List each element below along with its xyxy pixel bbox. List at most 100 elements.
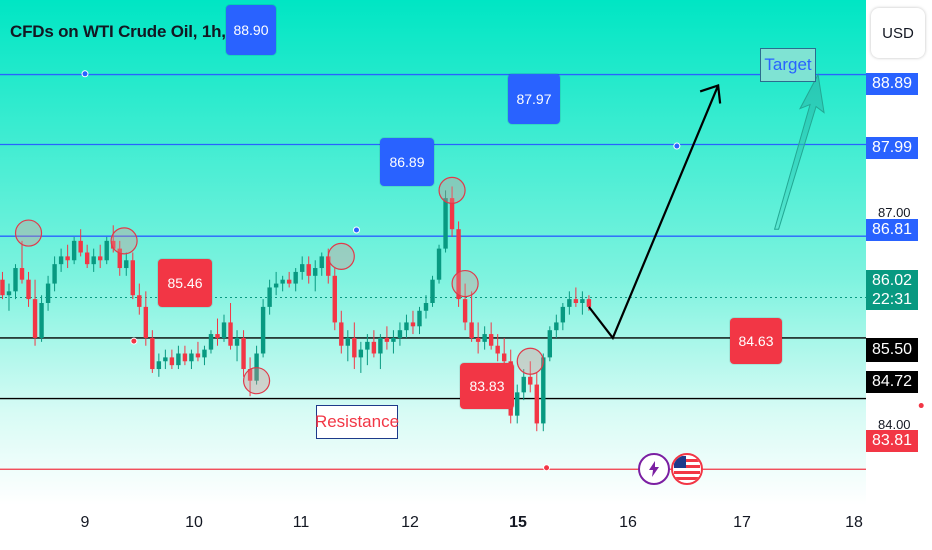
callout-level[interactable]: 86.89 bbox=[380, 138, 434, 186]
candle-body bbox=[586, 299, 592, 307]
candle-body bbox=[404, 322, 409, 331]
candle-body bbox=[345, 337, 351, 346]
candle-body bbox=[417, 310, 422, 327]
candle-body bbox=[449, 198, 455, 230]
candle-body bbox=[130, 260, 135, 296]
projection-arrowhead bbox=[699, 83, 722, 104]
callout-level[interactable]: 83.83 bbox=[460, 363, 514, 409]
resistance-annotation[interactable]: Resistance bbox=[315, 405, 399, 439]
candle-body bbox=[0, 279, 5, 296]
swing-highlight-circle bbox=[110, 227, 138, 255]
currency-button[interactable]: USD bbox=[871, 8, 925, 58]
y-tick-label: 84.00 bbox=[878, 417, 911, 432]
candle-body bbox=[156, 361, 162, 370]
candle-body bbox=[300, 264, 305, 272]
swing-highlight-circle bbox=[516, 347, 544, 375]
candle-body bbox=[391, 337, 396, 342]
candle-body bbox=[462, 299, 468, 323]
x-tick-label: 18 bbox=[845, 514, 863, 531]
swing-highlight-circle bbox=[242, 367, 271, 395]
candle-body bbox=[482, 334, 487, 342]
candle-body bbox=[397, 330, 403, 338]
callout-level[interactable]: 84.63 bbox=[730, 318, 782, 364]
candle-body bbox=[501, 353, 507, 362]
candle-body bbox=[247, 369, 253, 381]
candle-body bbox=[528, 376, 533, 385]
candle-body bbox=[293, 271, 298, 284]
candle-body bbox=[560, 306, 566, 323]
candle-body bbox=[228, 322, 233, 346]
candle-body bbox=[117, 248, 122, 269]
candle-body bbox=[215, 334, 220, 338]
price-axis-label: 84.72 bbox=[866, 371, 918, 393]
candle-body bbox=[423, 303, 429, 311]
swing-highlight-circle bbox=[438, 176, 466, 204]
x-tick-label: 15 bbox=[509, 514, 527, 531]
callout-level[interactable]: 88.90 bbox=[226, 5, 276, 55]
candle-body bbox=[71, 240, 77, 261]
target-annotation[interactable]: Target bbox=[760, 48, 816, 82]
candle-body bbox=[469, 322, 474, 338]
bar-countdown: 22:31 bbox=[871, 291, 913, 308]
candle-body bbox=[534, 384, 539, 424]
candle-body bbox=[234, 337, 240, 346]
candle-body bbox=[137, 295, 142, 307]
plot-background bbox=[0, 0, 866, 505]
callout-anchor-dot bbox=[81, 70, 89, 78]
swing-highlight-circle bbox=[327, 242, 355, 270]
candle-body bbox=[45, 283, 51, 303]
candle-body bbox=[541, 357, 546, 424]
candle-body bbox=[580, 299, 585, 303]
candle-body bbox=[111, 240, 116, 249]
candle-body bbox=[567, 299, 572, 307]
candle-body bbox=[150, 337, 155, 370]
candle-body bbox=[365, 341, 370, 350]
candle-body bbox=[573, 299, 579, 303]
candle-body bbox=[313, 268, 318, 276]
x-tick-label: 11 bbox=[292, 514, 310, 531]
candle-body bbox=[26, 279, 31, 300]
candle-body bbox=[169, 357, 175, 366]
candle-body bbox=[273, 283, 279, 288]
candle-body bbox=[182, 353, 188, 362]
x-tick-label: 12 bbox=[401, 514, 419, 531]
candle-body bbox=[554, 322, 559, 331]
candle-body bbox=[326, 256, 331, 276]
candle-body bbox=[339, 322, 344, 346]
candle-body bbox=[260, 306, 266, 354]
candle-body bbox=[208, 334, 214, 350]
projection-path bbox=[588, 85, 720, 341]
candle-body bbox=[319, 256, 324, 269]
candle-body bbox=[65, 256, 70, 261]
candle-body bbox=[410, 322, 416, 327]
last-price-value: 86.02 bbox=[871, 272, 913, 289]
candle-body bbox=[58, 256, 64, 265]
candle-body bbox=[163, 357, 168, 362]
us-flag-icon[interactable] bbox=[671, 453, 703, 485]
candle-body bbox=[143, 306, 149, 338]
candle-body bbox=[547, 330, 553, 358]
candle-body bbox=[280, 279, 285, 284]
callout-anchor-dot bbox=[673, 142, 681, 150]
candle-body bbox=[104, 240, 109, 261]
candle-body bbox=[430, 279, 435, 303]
lightning-icon[interactable] bbox=[638, 453, 670, 485]
candle-body bbox=[475, 337, 481, 342]
candle-body bbox=[52, 264, 57, 284]
page-title: CFDs on WTI Crude Oil, 1h, TVC bbox=[10, 22, 264, 41]
swing-highlight-circle bbox=[14, 219, 43, 247]
candle-body bbox=[515, 392, 520, 416]
callout-level[interactable]: 85.46 bbox=[158, 259, 212, 307]
swing-highlight-circle bbox=[451, 269, 479, 298]
callout-level[interactable]: 87.97 bbox=[508, 74, 560, 124]
candle-body bbox=[371, 341, 377, 354]
x-tick-label: 10 bbox=[185, 514, 203, 531]
candle-body bbox=[19, 268, 25, 280]
candle-body bbox=[202, 349, 207, 358]
candle-body bbox=[352, 337, 357, 358]
x-tick-label: 16 bbox=[619, 514, 637, 531]
candle-body bbox=[443, 198, 448, 249]
price-axis-label: 86.81 bbox=[866, 219, 918, 241]
